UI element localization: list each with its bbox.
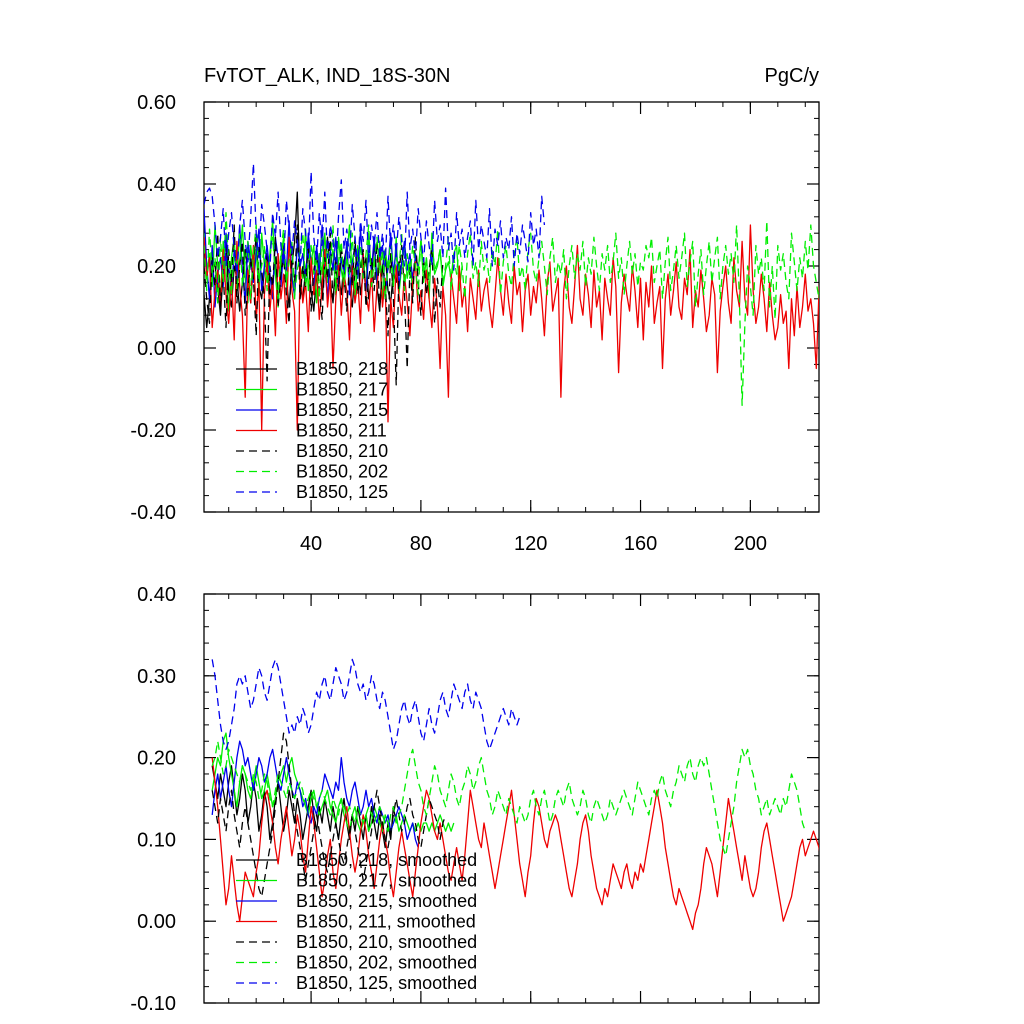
bottom-panel: -0.10 0.00 0.10 0.20 0.30 0.40 B1850, 218, smo…: [130, 584, 820, 1015]
x-tick-label: 120: [514, 533, 547, 555]
y-tick-label: 0.30: [137, 666, 176, 688]
legend-label: B1850, 211, smoothed: [296, 912, 476, 932]
unit-label: PgC/y: [765, 65, 819, 87]
legend-label: B1850, 211: [296, 421, 387, 441]
y-tick-label: 0.00: [137, 911, 176, 933]
legend-label: B1850, 125: [296, 482, 388, 502]
series-line-0: [211, 765, 397, 849]
legend-label: B1850, 210: [296, 441, 388, 461]
legend-label: B1850, 217, smoothed: [296, 871, 477, 891]
y-tick-label: 0.40: [137, 584, 176, 606]
y-tick-label: -0.10: [130, 993, 176, 1015]
y-tick-label: -0.20: [130, 420, 176, 442]
y-tick-label: -0.40: [130, 502, 176, 524]
legend-label: B1850, 215, smoothed: [296, 891, 477, 911]
series-line-4: [211, 732, 447, 898]
legend-label: B1850, 218: [296, 359, 388, 379]
legend-label: B1850, 217: [296, 380, 388, 400]
chart-title: FvTOT_ALK, IND_18S-30N: [204, 65, 450, 87]
series-line-5: [211, 740, 806, 857]
legend-label: B1850, 202, smoothed: [296, 953, 477, 973]
y-tick-label: 0.20: [137, 256, 176, 278]
y-tick-label: 0.40: [137, 174, 176, 196]
legend-label: B1850, 125, smoothed: [296, 973, 477, 993]
y-tick-label: 0.10: [137, 829, 176, 851]
legend-label: B1850, 202: [296, 462, 388, 482]
series-line-5: [204, 212, 819, 407]
y-tick-label: 0.00: [137, 338, 176, 360]
y-tick-label: 0.60: [137, 92, 176, 114]
series-line-6: [211, 658, 523, 751]
series-line-6: [204, 162, 546, 275]
series-group: [211, 658, 819, 931]
top-panel: FvTOT_ALK, IND_18S-30N PgC/y -0.40 -0.20 0…: [130, 65, 820, 555]
series-line-3: [211, 757, 819, 931]
legend-label: B1850, 218, smoothed: [296, 850, 477, 870]
legend-label: B1850, 210, smoothed: [296, 932, 477, 952]
series-line-4: [204, 224, 444, 386]
x-tick-label: 80: [410, 533, 432, 555]
y-tick-label: 0.20: [137, 748, 176, 770]
legend-label: B1850, 215: [296, 400, 388, 420]
plot-frame: [203, 593, 820, 1004]
x-tick-label: 200: [734, 533, 767, 555]
x-tick-label: 160: [624, 533, 657, 555]
x-tick-label: 40: [300, 533, 322, 555]
series-group: [204, 162, 819, 431]
